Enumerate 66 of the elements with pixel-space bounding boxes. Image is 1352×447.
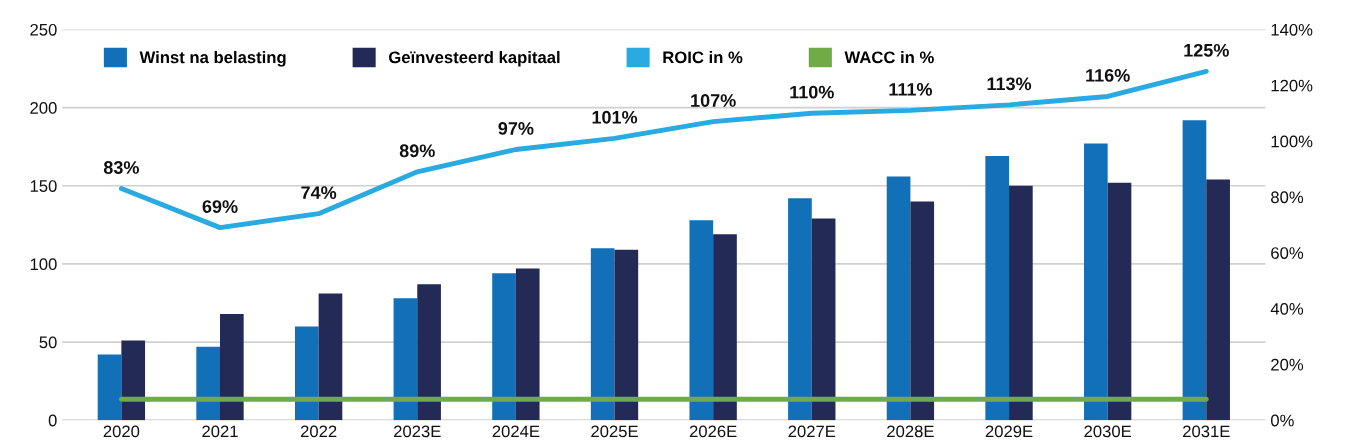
- x-tick-label: 2023E: [394, 425, 441, 438]
- data-label: 101%: [592, 110, 638, 124]
- bar: [1206, 179, 1230, 421]
- data-label: 97%: [498, 122, 534, 135]
- data-label: 113%: [987, 77, 1032, 91]
- bar: [910, 201, 935, 421]
- bar: [788, 198, 812, 421]
- x-tick-label: 2024E: [492, 425, 540, 438]
- data-label: 111%: [889, 83, 933, 96]
- bar: [97, 354, 122, 421]
- bar: [1182, 120, 1207, 421]
- bar: [515, 268, 540, 421]
- x-tick-label: 2025E: [591, 425, 638, 438]
- y2-tick-label: 40%: [1270, 302, 1304, 315]
- y-tick-label: 200: [30, 102, 57, 114]
- bar: [196, 346, 220, 421]
- x-tick-label: 2031E: [1183, 425, 1230, 438]
- bar: [811, 218, 836, 421]
- bar: [713, 234, 737, 421]
- legend-label: Winst na belasting: [139, 51, 286, 67]
- bar: [318, 293, 343, 421]
- y-tick-label: 0: [48, 414, 57, 427]
- x-tick-label: 2027E: [788, 425, 836, 438]
- data-label: 89%: [399, 144, 435, 158]
- y2-tick-label: 100%: [1271, 135, 1313, 148]
- y2-tick-label: 20%: [1271, 358, 1304, 371]
- y-tick-label: 100: [30, 258, 57, 271]
- bar: [294, 326, 319, 421]
- x-tick-label: 2028E: [887, 425, 934, 438]
- data-label: 107%: [691, 94, 736, 107]
- bar: [590, 248, 615, 421]
- data-label: 83%: [103, 161, 139, 174]
- data-label: 74%: [301, 186, 337, 199]
- x-tick-label: 2026E: [689, 425, 737, 438]
- bar: [614, 249, 639, 421]
- bar: [220, 313, 244, 421]
- data-label: 110%: [790, 85, 834, 99]
- y-tick-label: 150: [30, 180, 57, 192]
- legend-label: ROIC in %: [663, 51, 743, 64]
- data-label: 116%: [1086, 69, 1130, 82]
- y2-tick-label: 0%: [1270, 414, 1294, 427]
- data-label: 125%: [1184, 43, 1229, 57]
- bar: [985, 156, 1010, 421]
- y2-tick-label: 80%: [1271, 191, 1304, 204]
- legend-label: WACC in %: [844, 51, 934, 64]
- y2-tick-label: 60%: [1271, 247, 1304, 259]
- bar: [886, 176, 911, 421]
- x-tick-label: 2029E: [985, 425, 1033, 438]
- bar: [689, 220, 714, 421]
- y-tick-label: 50: [39, 336, 57, 349]
- legend-label: Geïnvesteerd kapitaal: [389, 51, 560, 67]
- bar: [393, 298, 418, 421]
- bar: [492, 273, 516, 421]
- y-tick-label: 250: [30, 23, 57, 36]
- data-label: 69%: [202, 200, 238, 213]
- y2-tick-label: 140%: [1271, 23, 1313, 36]
- bar: [1107, 182, 1132, 421]
- x-tick-label: 2022: [300, 425, 337, 438]
- bar: [417, 284, 441, 421]
- x-tick-label: 2020: [103, 425, 140, 438]
- y2-tick-label: 120%: [1271, 79, 1313, 92]
- x-tick-label: 2021: [202, 425, 238, 438]
- bar: [1009, 185, 1033, 421]
- bar: [1083, 143, 1108, 421]
- bar: [121, 340, 146, 421]
- x-tick-label: 2030E: [1084, 425, 1132, 438]
